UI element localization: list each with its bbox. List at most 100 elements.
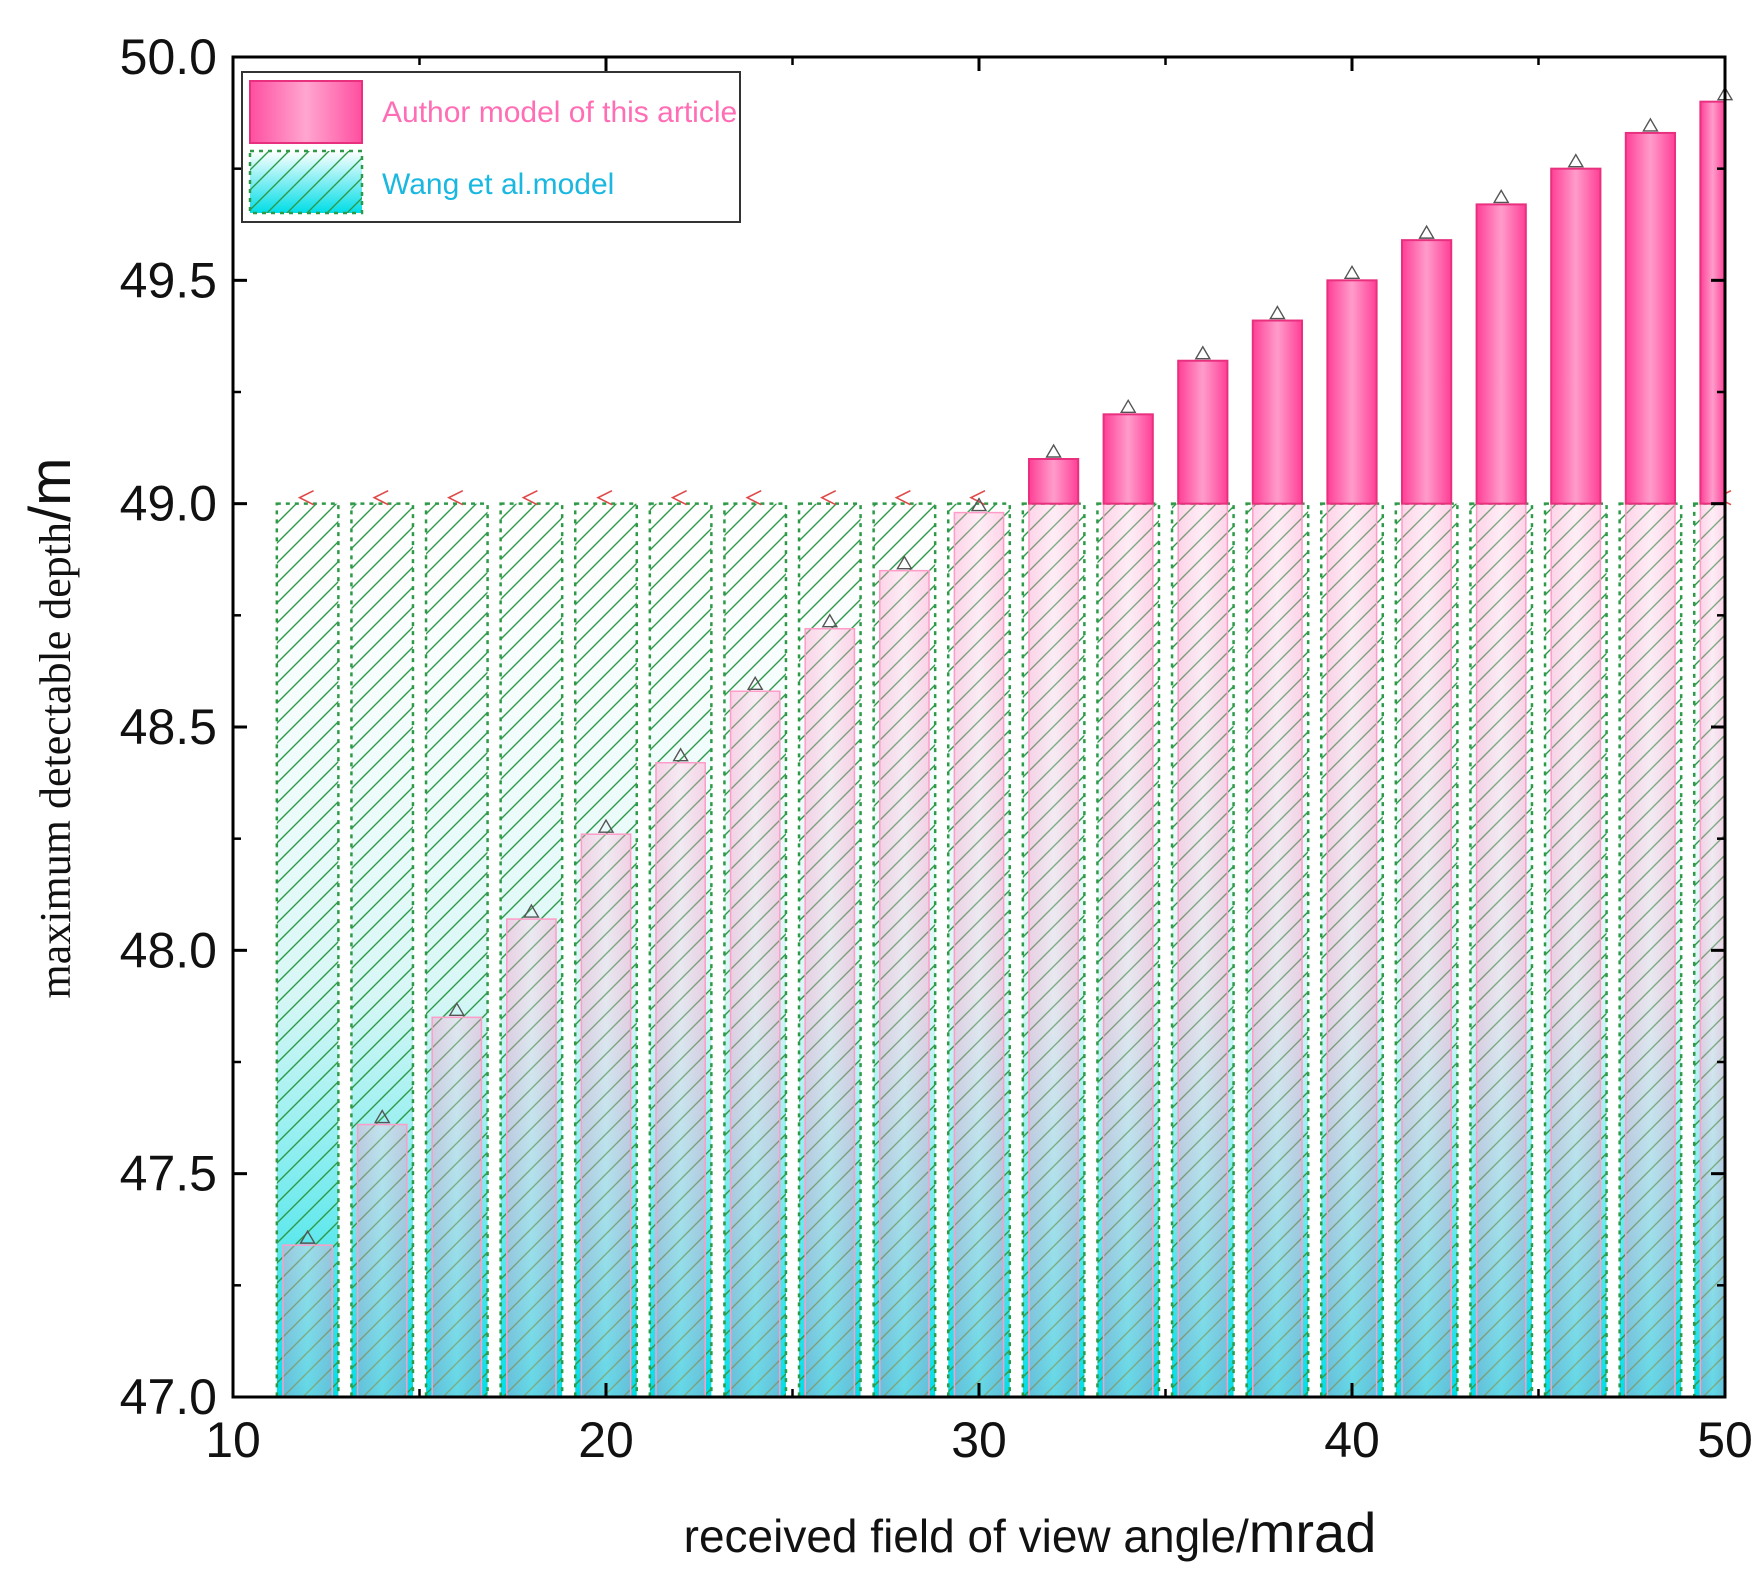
marker-author xyxy=(746,675,764,690)
x-tick-label: 20 xyxy=(578,1412,634,1468)
x-axis-label-main: received field of view angle/ xyxy=(684,1510,1249,1562)
marker-author xyxy=(373,1109,391,1124)
bar-author-body xyxy=(506,918,557,1398)
legend-label-author: Author model of this article xyxy=(382,96,737,129)
x-axis-label: received field of view angle/mrad xyxy=(684,1501,1377,1564)
marker-author xyxy=(1269,305,1286,320)
bar-author xyxy=(729,675,781,1398)
y-tick-label: 48.5 xyxy=(120,699,217,755)
bar-author xyxy=(655,747,706,1398)
bar-author-body xyxy=(1252,502,1303,1398)
bar-author-body xyxy=(1326,502,1378,1398)
bar-author xyxy=(1624,117,1677,1398)
y-axis-label-unit: /m xyxy=(18,458,83,522)
bar-author-body xyxy=(953,511,1005,1398)
x-axis-label-unit: mrad xyxy=(1249,1501,1377,1564)
marker-wang xyxy=(521,489,538,506)
y-axis-label-main: maximum detectable depth xyxy=(31,522,80,999)
y-axis: 47.0 47.5 48.0 48.5 49.0 49.5 50.0 xyxy=(120,29,1725,1425)
marker-author xyxy=(1119,398,1137,414)
bar-author xyxy=(1177,345,1229,1398)
bar-author-body xyxy=(1028,502,1079,1398)
marker-author xyxy=(1418,224,1435,239)
bar-author xyxy=(1027,443,1080,1398)
bar-author-top xyxy=(1251,319,1304,505)
marker-wang xyxy=(745,489,762,506)
bar-author xyxy=(879,555,930,1398)
marker-author xyxy=(672,747,689,762)
bar-author-top xyxy=(1177,359,1229,505)
y-tick-label: 47.0 xyxy=(120,1369,217,1425)
bar-author-body xyxy=(1102,502,1154,1398)
bar-author xyxy=(282,1229,333,1398)
bar-author-top xyxy=(1102,413,1154,505)
bar-author-body xyxy=(879,569,930,1398)
x-tick-label: 30 xyxy=(951,1412,1007,1468)
bar-author-top xyxy=(1699,100,1726,505)
bar-author-body xyxy=(1625,502,1676,1398)
marker-wang xyxy=(670,489,687,506)
bar-author xyxy=(431,1001,483,1398)
bar-author-body xyxy=(729,690,781,1398)
y-tick-label: 47.5 xyxy=(120,1146,217,1202)
legend-label-wang: Wang et al.model xyxy=(382,168,614,201)
bar-author-top xyxy=(1326,279,1378,505)
bar-author xyxy=(356,1109,408,1398)
bar-author-body xyxy=(431,1016,483,1398)
marker-author xyxy=(1567,153,1585,168)
bar-author-top xyxy=(1475,203,1527,505)
bar-author xyxy=(804,613,856,1398)
bar-author xyxy=(1475,189,1527,1398)
marker-author xyxy=(1642,117,1659,132)
marker-wang xyxy=(894,489,911,506)
marker-wang xyxy=(372,489,389,506)
bar-author-body xyxy=(804,627,856,1398)
bar-author-body xyxy=(655,761,706,1398)
legend-swatch-author xyxy=(249,80,363,144)
bar-author xyxy=(580,818,632,1398)
marker-author xyxy=(821,613,839,628)
marker-wang xyxy=(969,489,986,506)
legend-swatch-wang xyxy=(248,149,364,215)
marker-wang xyxy=(820,489,837,506)
bar-author-body xyxy=(1550,502,1602,1398)
marker-author xyxy=(1343,264,1361,280)
bar-author xyxy=(953,497,1005,1398)
marker-author xyxy=(523,903,540,918)
y-tick-label: 48.0 xyxy=(120,922,217,978)
x-tick-label: 40 xyxy=(1324,1412,1380,1468)
bar-author xyxy=(506,903,557,1398)
marker-author xyxy=(1194,345,1212,360)
bar-author-body xyxy=(282,1244,333,1398)
bar-author-top xyxy=(1400,239,1453,505)
bar-author xyxy=(1326,264,1378,1398)
marker-author xyxy=(1045,443,1062,458)
x-tick-label: 50 xyxy=(1697,1412,1753,1468)
bar-author xyxy=(1550,153,1602,1398)
bar-author xyxy=(1400,224,1453,1398)
bar-author xyxy=(1699,86,1734,1398)
bar-author-top xyxy=(1624,131,1677,505)
legend: Author model of this article Wang et al.… xyxy=(241,71,741,223)
marker-author xyxy=(597,818,615,833)
bar-author-body xyxy=(580,833,632,1398)
bar-author-body xyxy=(356,1123,408,1398)
x-axis: 10 20 30 40 50 xyxy=(205,57,1753,1468)
marker-wang xyxy=(596,489,613,506)
y-tick-label: 49.5 xyxy=(120,252,217,308)
marker-wang xyxy=(297,489,314,506)
bar-author-body xyxy=(1401,502,1452,1398)
bar-author-body xyxy=(1177,502,1229,1398)
marker-author xyxy=(970,497,988,512)
y-tick-label: 50.0 xyxy=(120,29,217,85)
bar-author xyxy=(1251,305,1304,1398)
marker-author xyxy=(1492,189,1510,204)
bar-author-top xyxy=(1027,458,1080,505)
bar-author-top xyxy=(1550,167,1602,505)
bar-author-body xyxy=(1475,502,1527,1398)
x-tick-label: 10 xyxy=(205,1412,261,1468)
bar-author xyxy=(1102,398,1154,1398)
y-tick-label: 49.0 xyxy=(120,476,217,532)
marker-author xyxy=(896,555,913,570)
